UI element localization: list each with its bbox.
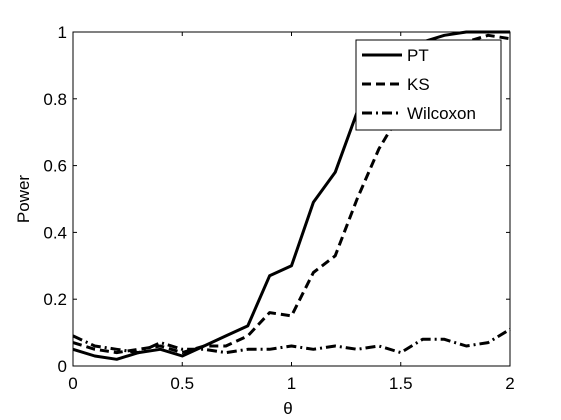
y-tick-label: 0.2 (43, 290, 67, 309)
x-tick-label: 1 (287, 374, 296, 393)
y-tick-label: 1 (58, 23, 67, 42)
x-tick-label: 2 (505, 374, 514, 393)
tick-layer: 0 0.5 1 1.5 2 0 0.2 0.4 0.6 0.8 1 (43, 23, 514, 393)
series-line-pt (72, 30, 510, 361)
x-axis-label: θ (283, 399, 292, 418)
legend-label-wilcoxon: Wilcoxon (407, 104, 476, 123)
y-tick-label: 0.8 (43, 90, 67, 109)
y-tick-label: 0.4 (43, 223, 67, 242)
y-tick-label: 0 (58, 357, 67, 376)
x-tick-label: 1.5 (389, 374, 413, 393)
series-line-ks (72, 33, 511, 355)
legend-label-ks: KS (407, 75, 430, 94)
x-tick-label: 0 (68, 374, 77, 393)
legend-label-pt: PT (407, 46, 429, 65)
y-tick-label: 0.6 (43, 157, 67, 176)
y-axis-label: Power (14, 175, 33, 224)
series-line-wilcoxon (72, 328, 511, 355)
series-layer (72, 30, 511, 361)
x-tick-label: 0.5 (170, 374, 194, 393)
legend: PT KS Wilcoxon (355, 39, 502, 131)
